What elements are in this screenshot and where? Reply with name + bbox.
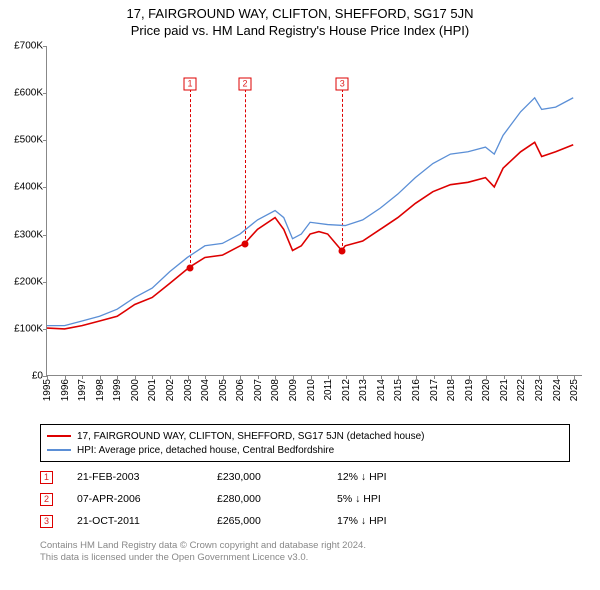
sales-row-price: £280,000 (217, 493, 337, 505)
x-axis-label: 2012 (341, 379, 352, 401)
x-axis-label: 2016 (411, 379, 422, 401)
sales-row-marker: 1 (40, 471, 53, 484)
sales-row-marker: 3 (40, 515, 53, 528)
title-sub: Price paid vs. HM Land Registry's House … (0, 23, 600, 38)
x-axis-label: 1996 (60, 379, 71, 401)
title-main: 17, FAIRGROUND WAY, CLIFTON, SHEFFORD, S… (0, 6, 600, 21)
sales-table: 1 21-FEB-2003£230,00012% ↓ HPI 2 07-APR-200… (40, 466, 457, 532)
y-axis-label: £600K (14, 88, 43, 99)
legend-row: HPI: Average price, detached house, Cent… (47, 443, 563, 457)
sales-row-delta: 5% ↓ HPI (337, 493, 457, 505)
x-axis-label: 2004 (200, 379, 211, 401)
sales-table-row: 3 21-OCT-2011£265,00017% ↓ HPI (40, 510, 457, 532)
x-axis-label: 2010 (306, 379, 317, 401)
sales-row-date: 21-FEB-2003 (77, 471, 217, 483)
line-chart-svg (47, 46, 582, 375)
y-axis-label: £100K (14, 323, 43, 334)
x-axis-label: 2025 (569, 379, 580, 401)
x-axis-label: 2023 (534, 379, 545, 401)
x-axis-label: 2018 (446, 379, 457, 401)
sales-row-delta: 17% ↓ HPI (337, 515, 457, 527)
x-axis-label: 2002 (165, 379, 176, 401)
sales-row-marker: 2 (40, 493, 53, 506)
x-axis-label: 2001 (147, 379, 158, 401)
x-axis-label: 2000 (130, 379, 141, 401)
x-axis-label: 2020 (481, 379, 492, 401)
chart-area: £0£100K£200K£300K£400K£500K£600K£700K199… (46, 46, 582, 376)
sale-marker-label: 3 (336, 77, 349, 90)
legend-label: 17, FAIRGROUND WAY, CLIFTON, SHEFFORD, S… (77, 431, 425, 442)
sales-row-price: £265,000 (217, 515, 337, 527)
y-axis-label: £200K (14, 276, 43, 287)
x-axis-label: 2009 (288, 379, 299, 401)
plot-region: £0£100K£200K£300K£400K£500K£600K£700K199… (46, 46, 582, 376)
footer-line1: Contains HM Land Registry data © Crown c… (40, 540, 366, 552)
x-axis-label: 2011 (323, 379, 334, 401)
x-axis-label: 1999 (112, 379, 123, 401)
sale-marker-label: 2 (239, 77, 252, 90)
sales-table-row: 2 07-APR-2006£280,0005% ↓ HPI (40, 488, 457, 510)
y-axis-label: £300K (14, 229, 43, 240)
legend-box: 17, FAIRGROUND WAY, CLIFTON, SHEFFORD, S… (40, 424, 570, 462)
legend-swatch (47, 449, 71, 451)
sales-row-date: 21-OCT-2011 (77, 515, 217, 527)
x-axis-label: 2014 (376, 379, 387, 401)
sale-marker-dot (242, 241, 249, 248)
legend-swatch (47, 435, 71, 437)
y-axis-label: £700K (14, 41, 43, 52)
x-axis-label: 2013 (358, 379, 369, 401)
sales-row-price: £230,000 (217, 471, 337, 483)
legend-label: HPI: Average price, detached house, Cent… (77, 445, 334, 456)
title-block: 17, FAIRGROUND WAY, CLIFTON, SHEFFORD, S… (0, 0, 600, 40)
sale-marker-dot (187, 264, 194, 271)
x-axis-label: 1997 (77, 379, 88, 401)
sales-table-row: 1 21-FEB-2003£230,00012% ↓ HPI (40, 466, 457, 488)
sales-row-delta: 12% ↓ HPI (337, 471, 457, 483)
x-axis-label: 2017 (429, 379, 440, 401)
y-axis-label: £400K (14, 182, 43, 193)
footer-line2: This data is licensed under the Open Gov… (40, 552, 366, 564)
sale-marker-dot (339, 248, 346, 255)
y-axis-label: £500K (14, 135, 43, 146)
x-axis-label: 2015 (393, 379, 404, 401)
x-axis-label: 2022 (516, 379, 527, 401)
sales-row-date: 07-APR-2006 (77, 493, 217, 505)
x-axis-label: 2021 (499, 379, 510, 401)
x-axis-label: 2019 (464, 379, 475, 401)
x-axis-label: 2007 (253, 379, 264, 401)
x-axis-label: 1995 (42, 379, 53, 401)
x-axis-label: 1998 (95, 379, 106, 401)
legend-row: 17, FAIRGROUND WAY, CLIFTON, SHEFFORD, S… (47, 429, 563, 443)
x-axis-label: 2006 (235, 379, 246, 401)
series-line (47, 98, 573, 326)
sale-marker-label: 1 (184, 77, 197, 90)
series-line (47, 142, 573, 329)
x-axis-label: 2003 (183, 379, 194, 401)
footer-attribution: Contains HM Land Registry data © Crown c… (40, 540, 366, 565)
x-axis-label: 2008 (270, 379, 281, 401)
x-axis-label: 2024 (552, 379, 563, 401)
x-axis-label: 2005 (218, 379, 229, 401)
